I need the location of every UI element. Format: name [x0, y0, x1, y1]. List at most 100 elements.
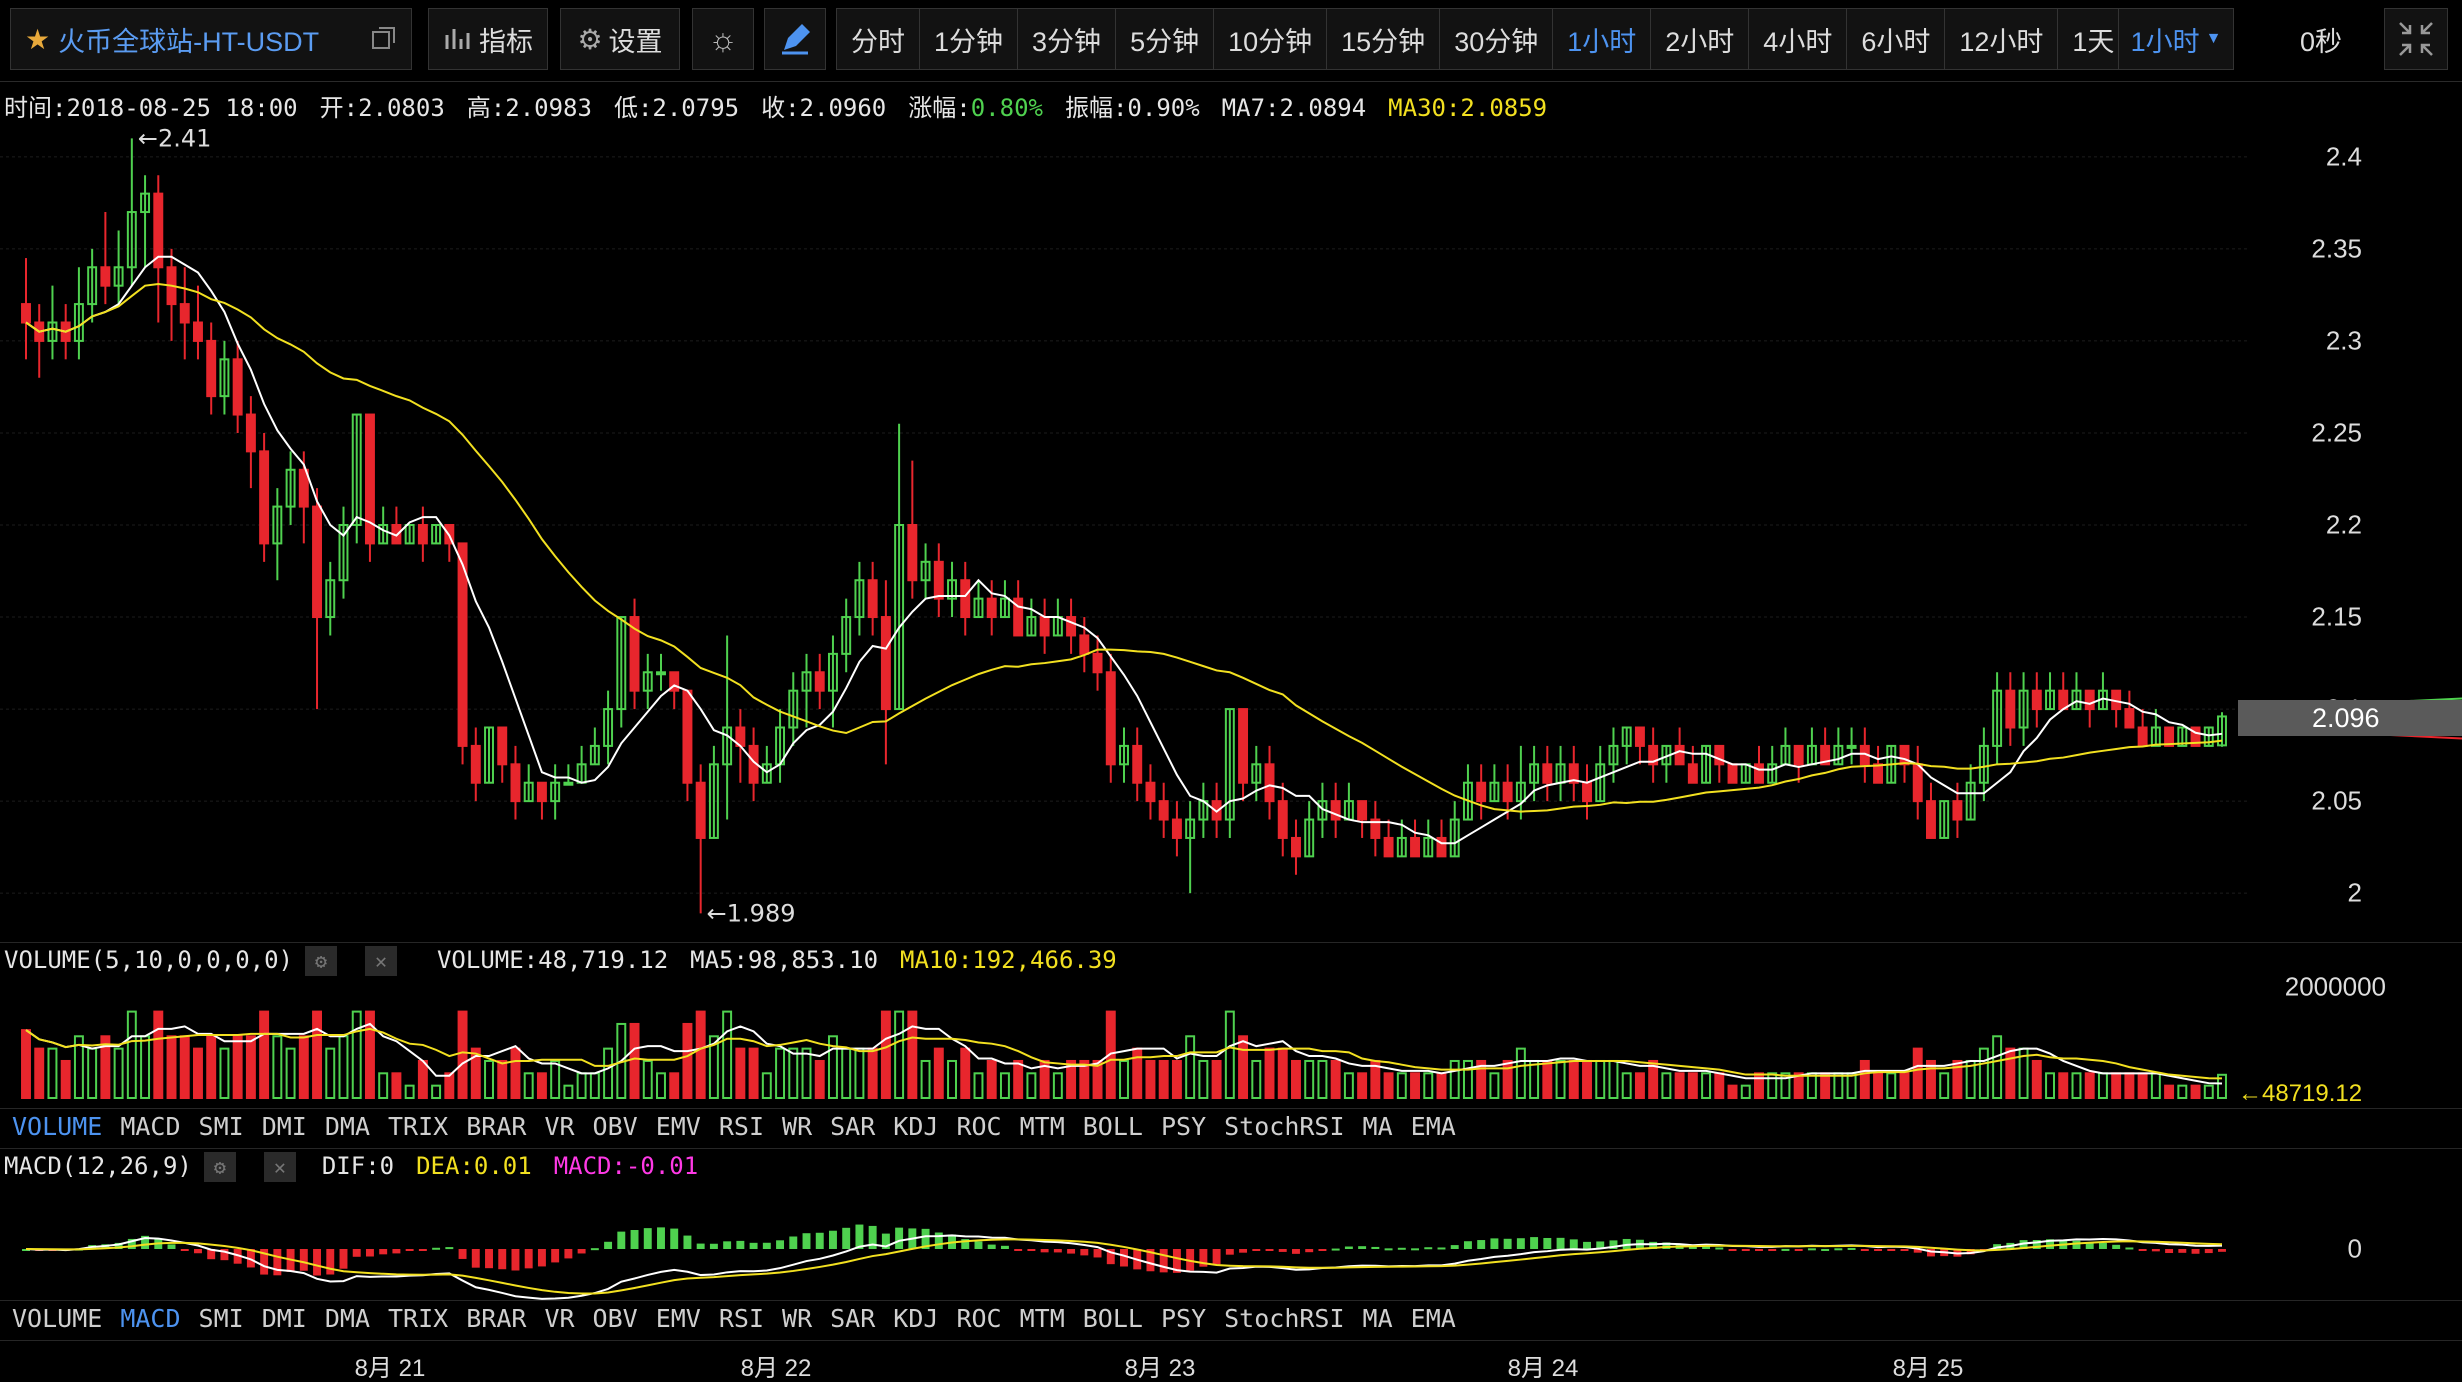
interval-tab-10[interactable]: 6小时	[1847, 9, 1946, 69]
indicator-tab-macd[interactable]: MACD	[120, 1304, 181, 1333]
macd-close-icon[interactable]: ✕	[263, 1152, 296, 1182]
candle-body	[1410, 836, 1421, 858]
indicator-tab-ma[interactable]: MA	[1362, 1304, 1393, 1333]
volume-bar	[1185, 1035, 1196, 1100]
macd-settings-gear-icon[interactable]: ⚙	[203, 1152, 236, 1182]
macd-histogram-bar	[1331, 1248, 1340, 1251]
indicator-tab-dmi[interactable]: DMI	[261, 1304, 307, 1333]
indicator-tab-mtm[interactable]: MTM	[1019, 1304, 1065, 1333]
star-icon[interactable]: ★	[25, 23, 51, 55]
indicator-tab-kdj[interactable]: KDJ	[893, 1304, 939, 1333]
indicator-tab-emv[interactable]: EMV	[655, 1304, 701, 1333]
indicator-tab-volume[interactable]: VOLUME	[12, 1304, 103, 1333]
symbol-selector[interactable]: ★ 火币全球站-HT-USDT	[10, 8, 412, 70]
interval-tab-2[interactable]: 3分钟	[1018, 9, 1117, 69]
interval-tab-5[interactable]: 15分钟	[1327, 9, 1441, 69]
indicator-tab-trix[interactable]: TRIX	[388, 1304, 449, 1333]
indicator-tab-boll[interactable]: BOLL	[1082, 1112, 1143, 1141]
indicator-tab-brar[interactable]: BRAR	[466, 1304, 527, 1333]
candle-body	[2137, 726, 2148, 747]
indicator-tab-ema[interactable]: EMA	[1410, 1112, 1456, 1141]
candle-body	[2084, 689, 2095, 711]
volume-bar	[312, 1010, 323, 1099]
indicator-tab-sar[interactable]: SAR	[830, 1304, 876, 1333]
volume-settings-gear-icon[interactable]: ⚙	[304, 946, 337, 976]
indicator-tab-roc[interactable]: ROC	[956, 1304, 1002, 1333]
interval-tab-4[interactable]: 10分钟	[1214, 9, 1328, 69]
macd-histogram-bar	[1146, 1249, 1155, 1272]
volume-bar	[2177, 1084, 2188, 1099]
indicator-tab-obv[interactable]: OBV	[592, 1112, 638, 1141]
indicator-tab-sar[interactable]: SAR	[830, 1112, 876, 1141]
volume-bar	[775, 1047, 786, 1099]
indicator-tab-volume[interactable]: VOLUME	[12, 1112, 103, 1141]
indicator-tab-smi[interactable]: SMI	[198, 1112, 244, 1141]
interval-tab-12[interactable]: 1天	[2058, 9, 2130, 69]
candle-body	[973, 597, 984, 619]
indicator-tab-stochrsi[interactable]: StochRSI	[1224, 1112, 1345, 1141]
info-ma7: MA7:2.0894	[1221, 94, 1367, 122]
indicator-tab-smi[interactable]: SMI	[198, 1304, 244, 1333]
interval-tab-8[interactable]: 2小时	[1651, 9, 1750, 69]
drawing-tool-button[interactable]	[764, 8, 826, 70]
indicator-tab-rsi[interactable]: RSI	[718, 1304, 765, 1333]
indicator-tab-vr[interactable]: VR	[544, 1112, 575, 1141]
indicator-tab-wr[interactable]: WR	[782, 1112, 813, 1141]
indicator-tab-macd[interactable]: MACD	[120, 1112, 181, 1141]
copy-icon[interactable]	[371, 25, 397, 51]
volume-bar	[603, 1047, 614, 1099]
indicator-button[interactable]: 指标	[428, 8, 548, 70]
candle-body	[1754, 763, 1764, 784]
interval-tab-1[interactable]: 1分钟	[920, 9, 1019, 69]
indicator-tab-psy[interactable]: PSY	[1160, 1112, 1207, 1141]
candle-body	[245, 413, 256, 453]
indicator-tab-vr[interactable]: VR	[544, 1304, 575, 1333]
indicator-tab-emv[interactable]: EMV	[655, 1112, 701, 1141]
volume-bar	[880, 1010, 891, 1099]
interval-dropdown[interactable]: 1小时 ▼	[2118, 8, 2234, 70]
candle-body	[1793, 744, 1804, 766]
candle-body	[1185, 818, 1196, 839]
indicator-tab-rsi[interactable]: RSI	[718, 1112, 765, 1141]
indicator-tab-trix[interactable]: TRIX	[388, 1112, 449, 1141]
volume-bar	[1158, 1059, 1169, 1100]
indicator-tab-obv[interactable]: OBV	[592, 1304, 638, 1333]
candle-body	[298, 468, 309, 508]
indicator-tab-ma[interactable]: MA	[1362, 1112, 1393, 1141]
volume-bar	[1886, 1072, 1897, 1100]
volume-bar	[1039, 1059, 1050, 1100]
indicator-tab-dma[interactable]: DMA	[324, 1304, 370, 1333]
indicator-tab-dma[interactable]: DMA	[324, 1112, 370, 1141]
indicator-tab-mtm[interactable]: MTM	[1019, 1112, 1065, 1141]
macd-dea-line	[25, 1238, 2223, 1295]
indicator-tab-brar[interactable]: BRAR	[466, 1112, 527, 1141]
indicator-tab-boll[interactable]: BOLL	[1082, 1304, 1143, 1333]
candle-body	[986, 597, 997, 619]
indicator-tab-kdj[interactable]: KDJ	[893, 1112, 939, 1141]
volume-ma10-line	[25, 1027, 2223, 1080]
settings-button[interactable]: ⚙ 设置	[560, 8, 680, 70]
interval-tab-9[interactable]: 4小时	[1749, 9, 1848, 69]
candle-body	[431, 524, 442, 545]
macd-histogram-bar	[1728, 1249, 1737, 1251]
interval-tab-0[interactable]: 分时	[837, 9, 920, 69]
candle-body	[1714, 744, 1725, 766]
macd-histogram-bar	[617, 1231, 626, 1249]
interval-tab-3[interactable]: 5分钟	[1116, 9, 1215, 69]
indicator-tab-dmi[interactable]: DMI	[261, 1112, 307, 1141]
candle-body	[1264, 763, 1275, 803]
interval-tab-11[interactable]: 12小时	[1945, 9, 2059, 69]
indicator-tab-wr[interactable]: WR	[782, 1304, 813, 1333]
indicator-tab-psy[interactable]: PSY	[1160, 1304, 1207, 1333]
theme-toggle-button[interactable]: ☼	[692, 8, 754, 70]
macd-histogram-bar	[1080, 1249, 1089, 1256]
indicator-tab-ema[interactable]: EMA	[1410, 1304, 1456, 1333]
interval-tab-7[interactable]: 1小时	[1553, 9, 1652, 69]
indicator-tab-stochrsi[interactable]: StochRSI	[1224, 1304, 1345, 1333]
interval-tab-6[interactable]: 30分钟	[1440, 9, 1554, 69]
candle-body	[761, 763, 772, 784]
fullscreen-button[interactable]	[2384, 8, 2448, 70]
volume-close-icon[interactable]: ✕	[364, 946, 397, 976]
indicator-tab-roc[interactable]: ROC	[956, 1112, 1002, 1141]
